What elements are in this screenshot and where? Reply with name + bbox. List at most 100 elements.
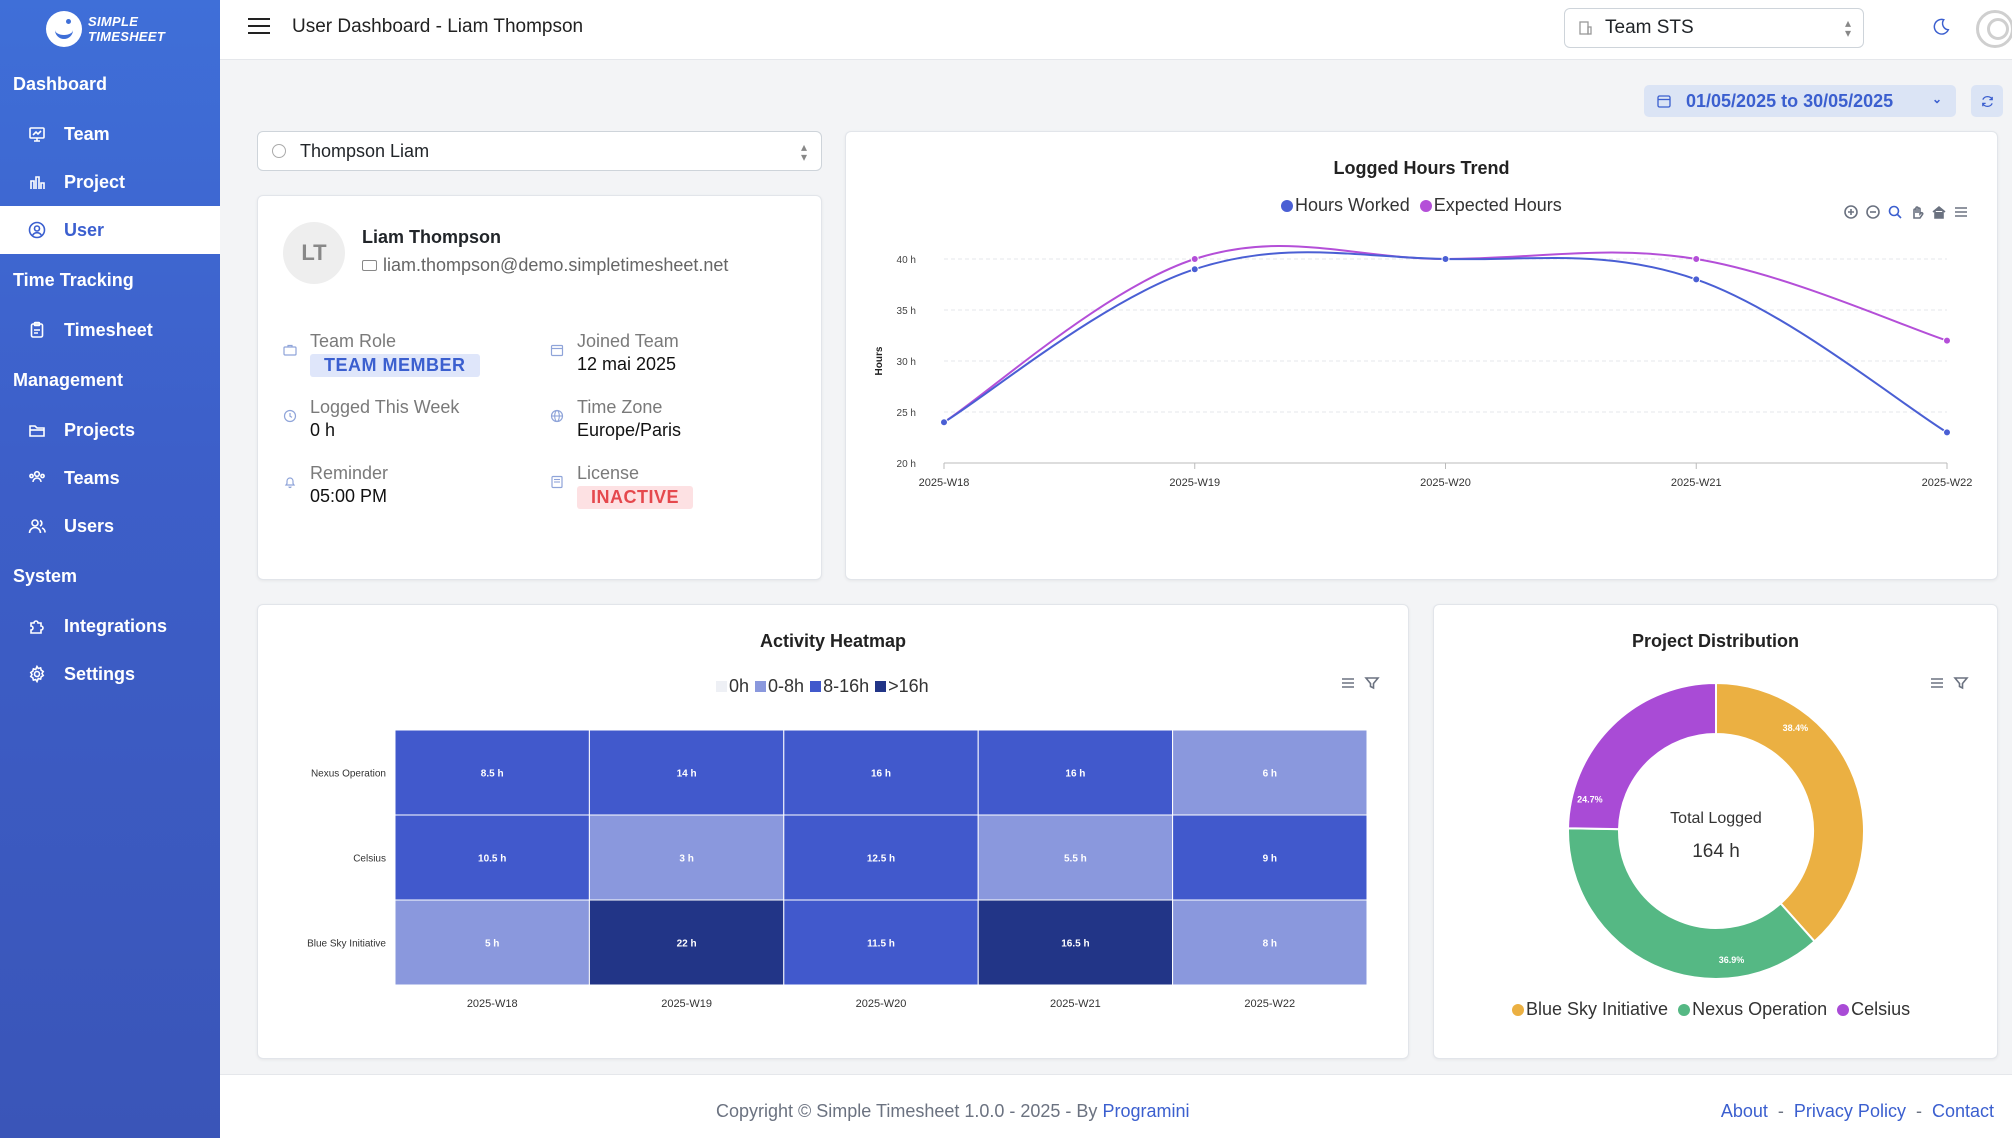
sidebar-item-project[interactable]: Project bbox=[0, 158, 220, 206]
x-tick-label: 2025-W22 bbox=[1922, 477, 1973, 489]
license-label: License bbox=[577, 463, 640, 483]
heatmap-title: Activity Heatmap bbox=[759, 631, 907, 651]
footer-separator: - bbox=[1777, 1101, 1784, 1121]
menu-toggle-icon[interactable] bbox=[248, 18, 270, 36]
legend-label: Expected Hours bbox=[1433, 195, 1562, 215]
x-tick-label: 2025-W18 bbox=[919, 477, 970, 489]
about-link[interactable]: About bbox=[1720, 1101, 1768, 1121]
selection-zoom-icon[interactable] bbox=[1887, 204, 1903, 220]
project-distribution-card: Project Distribution 38.4% 36.9% 24.7% Tota… bbox=[1433, 604, 1998, 1059]
date-range-picker[interactable]: 01/05/2025 to 30/05/2025 ⌄ bbox=[1644, 85, 1956, 117]
logo-icon bbox=[46, 11, 82, 47]
sidebar-item-projects[interactable]: Projects bbox=[0, 406, 220, 454]
legend-item-hours-worked[interactable]: Hours Worked bbox=[1281, 195, 1410, 216]
sidebar-section-time-tracking: Time Tracking bbox=[13, 269, 134, 290]
logo-text-line1: SIMPLE bbox=[88, 14, 139, 29]
slice-label: 24.7% bbox=[1577, 794, 1603, 804]
y-tick-label: 20 h bbox=[897, 459, 916, 470]
row-label: Celsius bbox=[353, 854, 386, 865]
cell-label: 16 h bbox=[871, 769, 891, 780]
column-label: 2025-W20 bbox=[856, 998, 907, 1010]
donut-legend: Blue Sky Initiative Nexus Operation Celsiu… bbox=[1512, 999, 1910, 1020]
cell-label: 10.5 h bbox=[478, 854, 506, 865]
sidebar-item-teams[interactable]: Teams bbox=[0, 454, 220, 502]
cell-label: 5 h bbox=[485, 939, 499, 950]
sidebar-item-label: Settings bbox=[64, 663, 136, 684]
data-point bbox=[1943, 336, 1951, 345]
contact-link[interactable]: Contact bbox=[1931, 1101, 1994, 1121]
users-icon bbox=[27, 468, 47, 488]
legend-item[interactable]: Nexus Operation bbox=[1678, 999, 1827, 1020]
sidebar-item-integrations[interactable]: Integrations bbox=[0, 602, 220, 650]
menu-icon[interactable] bbox=[1953, 204, 1969, 220]
heatmap-cell bbox=[588, 814, 785, 901]
heatmap-cell bbox=[783, 729, 979, 816]
copyright-label: Copyright © Simple Timesheet 1.0.0 - 202… bbox=[716, 1101, 1103, 1121]
timezone-label: Time Zone bbox=[577, 397, 663, 417]
legend-label: Nexus Operation bbox=[1692, 999, 1828, 1019]
sidebar-item-settings[interactable]: Settings bbox=[0, 650, 220, 698]
folder-icon bbox=[27, 420, 47, 440]
footer-separator: - bbox=[1915, 1101, 1922, 1121]
donut-center-value: 164 h bbox=[1692, 841, 1740, 862]
legend-marker bbox=[1419, 199, 1432, 212]
filter-icon[interactable] bbox=[1953, 675, 1969, 691]
series-line-expected-hours bbox=[943, 244, 1948, 424]
legend-item[interactable]: Celsius bbox=[1837, 999, 1910, 1020]
gear-icon bbox=[27, 664, 47, 684]
slice-label: 38.4% bbox=[1783, 723, 1809, 733]
cell-label: 8.5 h bbox=[481, 769, 504, 780]
building-icon bbox=[1579, 21, 1592, 35]
footer: Copyright © Simple Timesheet 1.0.0 - 202… bbox=[220, 1074, 2012, 1138]
date-range-value: 01/05/2025 to 30/05/2025 bbox=[1686, 90, 1894, 111]
cell-label: 14 h bbox=[677, 769, 697, 780]
footer-links: About - Privacy Policy - Contact bbox=[1721, 1101, 1994, 1122]
legend-label: Blue Sky Initiative bbox=[1526, 999, 1669, 1019]
reset-home-icon[interactable] bbox=[1931, 204, 1947, 220]
license-badge: INACTIVE bbox=[577, 486, 694, 509]
logged-week-field: Logged This Week 0 h bbox=[283, 397, 523, 441]
user-select[interactable]: Thompson Liam ▴ ▾ bbox=[257, 131, 822, 171]
heatmap-cell bbox=[394, 899, 590, 986]
heatmap-cell bbox=[977, 814, 1174, 901]
sidebar-item-timesheet[interactable]: Timesheet bbox=[0, 306, 220, 354]
app-logo[interactable]: SIMPLE TIMESHEET bbox=[0, 0, 220, 58]
sidebar-item-team[interactable]: Team bbox=[0, 110, 220, 158]
data-point bbox=[1441, 255, 1450, 263]
sidebar-section-management: Management bbox=[13, 369, 124, 390]
zoom-in-icon[interactable] bbox=[1843, 204, 1859, 220]
heatmap-chart: Nexus Operation 8.5 h 14 h 16 h 16 h 6 h Celsi… bbox=[307, 729, 1368, 1010]
menu-icon[interactable] bbox=[1929, 675, 1945, 691]
clipboard-icon bbox=[27, 320, 47, 340]
data-point bbox=[1190, 265, 1199, 274]
refresh-button[interactable] bbox=[1971, 85, 2003, 117]
logged-week-value: 0 h bbox=[310, 420, 336, 440]
zoom-out-icon[interactable] bbox=[1865, 204, 1881, 220]
legend-item-expected-hours[interactable]: Expected Hours bbox=[1419, 195, 1562, 216]
refresh-icon bbox=[1981, 95, 1993, 107]
profile-email-text: liam.thompson@demo.simpletimesheet.net bbox=[383, 255, 729, 275]
user-avatar[interactable] bbox=[1976, 10, 2012, 48]
profile-card: LT Liam Thompson liam.thompson@demo.simp… bbox=[257, 195, 822, 580]
data-point bbox=[1692, 275, 1701, 284]
legend-item[interactable]: 0h bbox=[716, 676, 749, 697]
sidebar-item-label: Integrations bbox=[64, 615, 168, 636]
sidebar-item-user[interactable]: User bbox=[0, 206, 220, 254]
pan-hand-icon[interactable] bbox=[1909, 204, 1925, 220]
legend-item[interactable]: 0-8h bbox=[755, 676, 804, 697]
legend-item[interactable]: Blue Sky Initiative bbox=[1512, 999, 1668, 1020]
team-select[interactable]: Team STS ▴ ▾ bbox=[1564, 8, 1864, 48]
legend-item[interactable]: 8-16h bbox=[810, 676, 869, 697]
filter-icon[interactable] bbox=[1364, 675, 1380, 691]
privacy-policy-link[interactable]: Privacy Policy bbox=[1793, 1101, 1906, 1121]
menu-icon[interactable] bbox=[1340, 675, 1356, 691]
donut-title: Project Distribution bbox=[1631, 631, 1799, 651]
dark-mode-icon[interactable] bbox=[1930, 16, 1952, 38]
author-link[interactable]: Programini bbox=[1102, 1101, 1190, 1121]
trend-chart: 20 h 25 h 30 h 35 h 40 h 2025-W18 2025-W19 2025… bbox=[874, 244, 1973, 489]
user-select-value: Thompson Liam bbox=[300, 140, 430, 161]
sidebar-item-users[interactable]: Users bbox=[0, 502, 220, 550]
legend-item[interactable]: >16h bbox=[875, 676, 929, 697]
column-label: 2025-W18 bbox=[467, 998, 518, 1010]
sidebar-item-label: Team bbox=[64, 123, 110, 144]
